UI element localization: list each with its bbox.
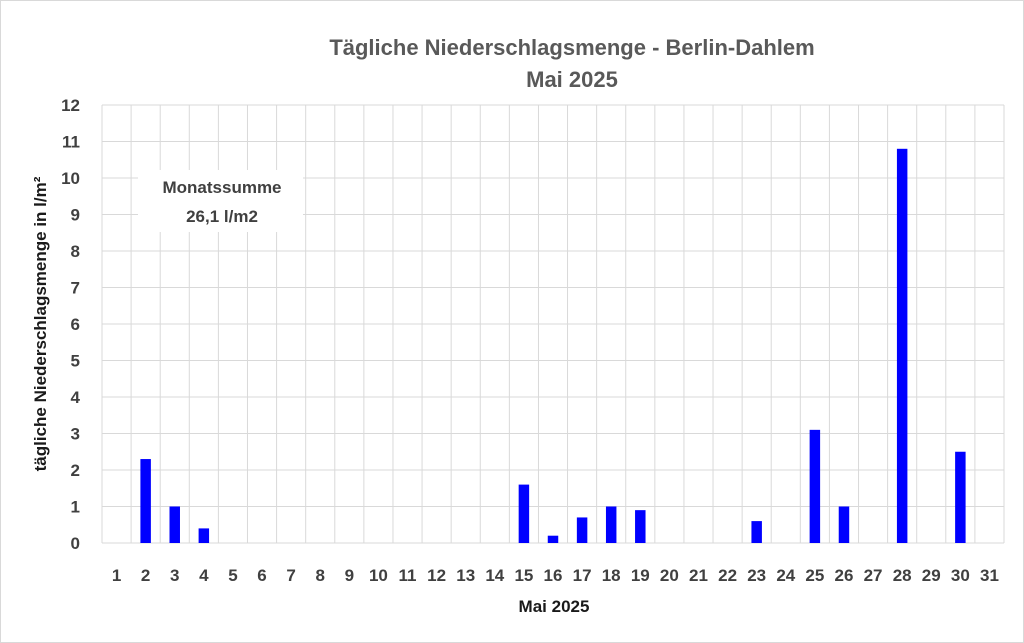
chart-title: Tägliche Niederschlagsmenge - Berlin-Dah… — [329, 35, 814, 60]
y-tick-label: 1 — [71, 498, 80, 517]
y-tick-label: 10 — [61, 169, 80, 188]
x-tick-label: 14 — [485, 566, 504, 585]
x-tick-label: 5 — [228, 566, 237, 585]
y-tick-label: 11 — [62, 133, 80, 152]
y-tick-label: 3 — [71, 425, 80, 444]
x-tick-label: 12 — [427, 566, 446, 585]
annotation-box — [138, 170, 303, 232]
x-tick-label: 23 — [747, 566, 766, 585]
bar — [140, 459, 151, 543]
bar — [896, 148, 908, 544]
bar — [635, 510, 646, 543]
bars — [140, 148, 966, 544]
x-tick-label: 30 — [951, 566, 970, 585]
x-tick-label: 13 — [456, 566, 475, 585]
y-tick-label: 9 — [71, 206, 80, 225]
x-tick-label: 28 — [893, 566, 912, 585]
x-tick-label: 29 — [922, 566, 941, 585]
bar — [809, 429, 821, 543]
y-tick-label: 7 — [71, 279, 80, 298]
y-tick-label: 5 — [71, 352, 80, 371]
bar — [198, 528, 210, 543]
x-tick-label: 7 — [286, 566, 295, 585]
x-tick-label: 24 — [776, 566, 795, 585]
bar — [605, 506, 617, 543]
x-tick-label: 10 — [369, 566, 388, 585]
y-axis-label: tägliche Niederschlagsmenge in l/m² — [31, 176, 50, 471]
annotation-line-1: Monatssumme — [162, 178, 281, 197]
y-tick-label: 6 — [71, 315, 80, 334]
bar — [576, 517, 588, 543]
x-tick-label: 31 — [980, 566, 999, 585]
x-tick-label: 20 — [660, 566, 679, 585]
bar — [518, 484, 530, 543]
x-tick-label: 15 — [514, 566, 533, 585]
x-tick-label: 9 — [345, 566, 354, 585]
y-tick-label: 8 — [71, 242, 80, 261]
x-tick-label: 2 — [141, 566, 150, 585]
x-tick-label: 16 — [544, 566, 563, 585]
x-tick-label: 3 — [170, 566, 179, 585]
x-tick-label: 22 — [718, 566, 737, 585]
x-tick-label: 27 — [864, 566, 883, 585]
x-axis-label: Mai 2025 — [519, 597, 590, 616]
x-tick-label: 1 — [112, 566, 121, 585]
x-tick-label: 25 — [805, 566, 824, 585]
x-tick-label: 26 — [835, 566, 854, 585]
x-tick-label: 19 — [631, 566, 650, 585]
x-tick-label: 11 — [399, 566, 417, 585]
bar — [955, 451, 966, 543]
annotation-line-2: 26,1 l/m2 — [186, 207, 258, 226]
x-tick-label: 21 — [689, 566, 708, 585]
x-tick-label: 6 — [257, 566, 266, 585]
x-tick-label: 17 — [573, 566, 592, 585]
x-tick-label: 8 — [315, 566, 324, 585]
bar — [838, 506, 850, 543]
y-tick-label: 12 — [61, 96, 80, 115]
chart-subtitle: Mai 2025 — [526, 67, 618, 92]
x-tick-label: 18 — [602, 566, 621, 585]
bar — [751, 521, 762, 543]
x-tick-label: 4 — [199, 566, 209, 585]
y-tick-label: 4 — [71, 388, 81, 407]
y-tick-label: 2 — [71, 461, 80, 480]
x-tick-labels: 1 2 3 4 5 6 7 8 9 10 11 12 13 14 15 16 17 18 19 20 21 22 23 24 2… — [112, 566, 999, 585]
bar — [169, 506, 180, 543]
bar — [547, 535, 559, 543]
y-tick-label: 0 — [71, 534, 80, 553]
gridlines — [101, 104, 1005, 544]
